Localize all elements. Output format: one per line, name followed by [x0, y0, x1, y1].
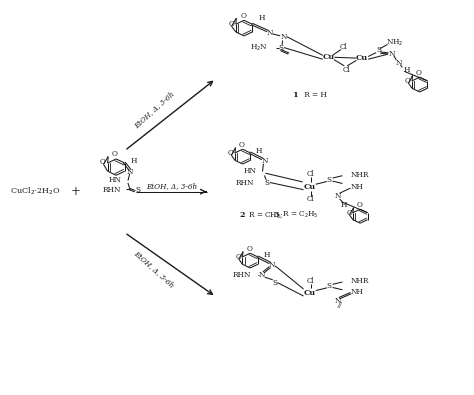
- Text: O: O: [239, 141, 245, 149]
- Text: H: H: [340, 201, 346, 209]
- Text: R = H: R = H: [301, 92, 327, 100]
- Text: O: O: [228, 20, 234, 28]
- Text: EtOH, Δ, 3-6h: EtOH, Δ, 3-6h: [132, 249, 175, 290]
- Text: RHN: RHN: [236, 179, 254, 187]
- Text: N: N: [335, 297, 341, 305]
- Text: H: H: [259, 14, 265, 22]
- Text: NH: NH: [350, 182, 363, 191]
- Text: R = C$_2$H$_5$: R = C$_2$H$_5$: [280, 210, 319, 220]
- Text: CuCl$_2$·2H$_2$O: CuCl$_2$·2H$_2$O: [10, 186, 61, 198]
- Text: N: N: [269, 261, 275, 269]
- Text: //: //: [337, 301, 342, 309]
- Text: N: N: [395, 59, 402, 67]
- Text: NH: NH: [350, 288, 363, 296]
- Text: Cl: Cl: [342, 66, 350, 74]
- Text: R = CH$_3$;: R = CH$_3$;: [246, 210, 284, 220]
- Text: S: S: [136, 186, 141, 194]
- Text: N: N: [266, 29, 273, 37]
- Text: O: O: [111, 150, 117, 158]
- Text: EtOH, Δ, 3-6h: EtOH, Δ, 3-6h: [146, 182, 197, 190]
- Text: +: +: [71, 185, 80, 198]
- Text: O: O: [228, 149, 234, 157]
- Text: O: O: [100, 158, 106, 166]
- Text: O: O: [405, 77, 411, 85]
- Text: 2: 2: [239, 211, 245, 219]
- Text: O: O: [236, 253, 241, 261]
- Text: NH$_2$: NH$_2$: [386, 38, 403, 48]
- Text: H: H: [264, 251, 270, 259]
- Text: S: S: [272, 278, 277, 287]
- Text: O: O: [356, 201, 362, 209]
- Text: RHN: RHN: [102, 186, 120, 194]
- Text: H: H: [256, 147, 263, 155]
- Text: S: S: [376, 45, 382, 53]
- Text: N: N: [389, 50, 395, 58]
- Text: HN: HN: [109, 176, 121, 184]
- Text: Cl: Cl: [307, 195, 314, 203]
- Text: Cu: Cu: [303, 182, 316, 191]
- Text: N: N: [127, 167, 133, 176]
- Text: Cu: Cu: [322, 53, 335, 61]
- Text: S: S: [327, 282, 332, 290]
- Text: Cu: Cu: [303, 289, 316, 297]
- Text: N: N: [261, 157, 267, 165]
- Text: Cl: Cl: [339, 43, 347, 51]
- Text: EtOH, Δ, 3-6h: EtOH, Δ, 3-6h: [132, 90, 175, 130]
- Text: H: H: [403, 66, 410, 74]
- Text: O: O: [416, 69, 422, 77]
- Text: N: N: [258, 271, 265, 279]
- Text: Cl: Cl: [307, 277, 314, 285]
- Text: H: H: [131, 157, 137, 165]
- Text: H$_2$N: H$_2$N: [250, 43, 268, 53]
- Text: N: N: [280, 33, 287, 41]
- Text: NHR: NHR: [350, 171, 369, 179]
- Text: O: O: [240, 12, 246, 20]
- Text: O: O: [346, 209, 352, 216]
- Text: Cu: Cu: [356, 54, 368, 62]
- Text: S: S: [264, 179, 270, 186]
- Text: S: S: [327, 176, 332, 184]
- Text: HN: HN: [243, 167, 256, 175]
- Text: N: N: [335, 192, 341, 200]
- Text: 3: 3: [273, 211, 279, 219]
- Text: O: O: [246, 245, 252, 253]
- Text: NHR: NHR: [350, 277, 369, 285]
- Text: 1: 1: [293, 92, 299, 100]
- Text: Cl: Cl: [307, 170, 314, 178]
- Text: S: S: [279, 43, 283, 52]
- Text: RHN: RHN: [233, 271, 251, 279]
